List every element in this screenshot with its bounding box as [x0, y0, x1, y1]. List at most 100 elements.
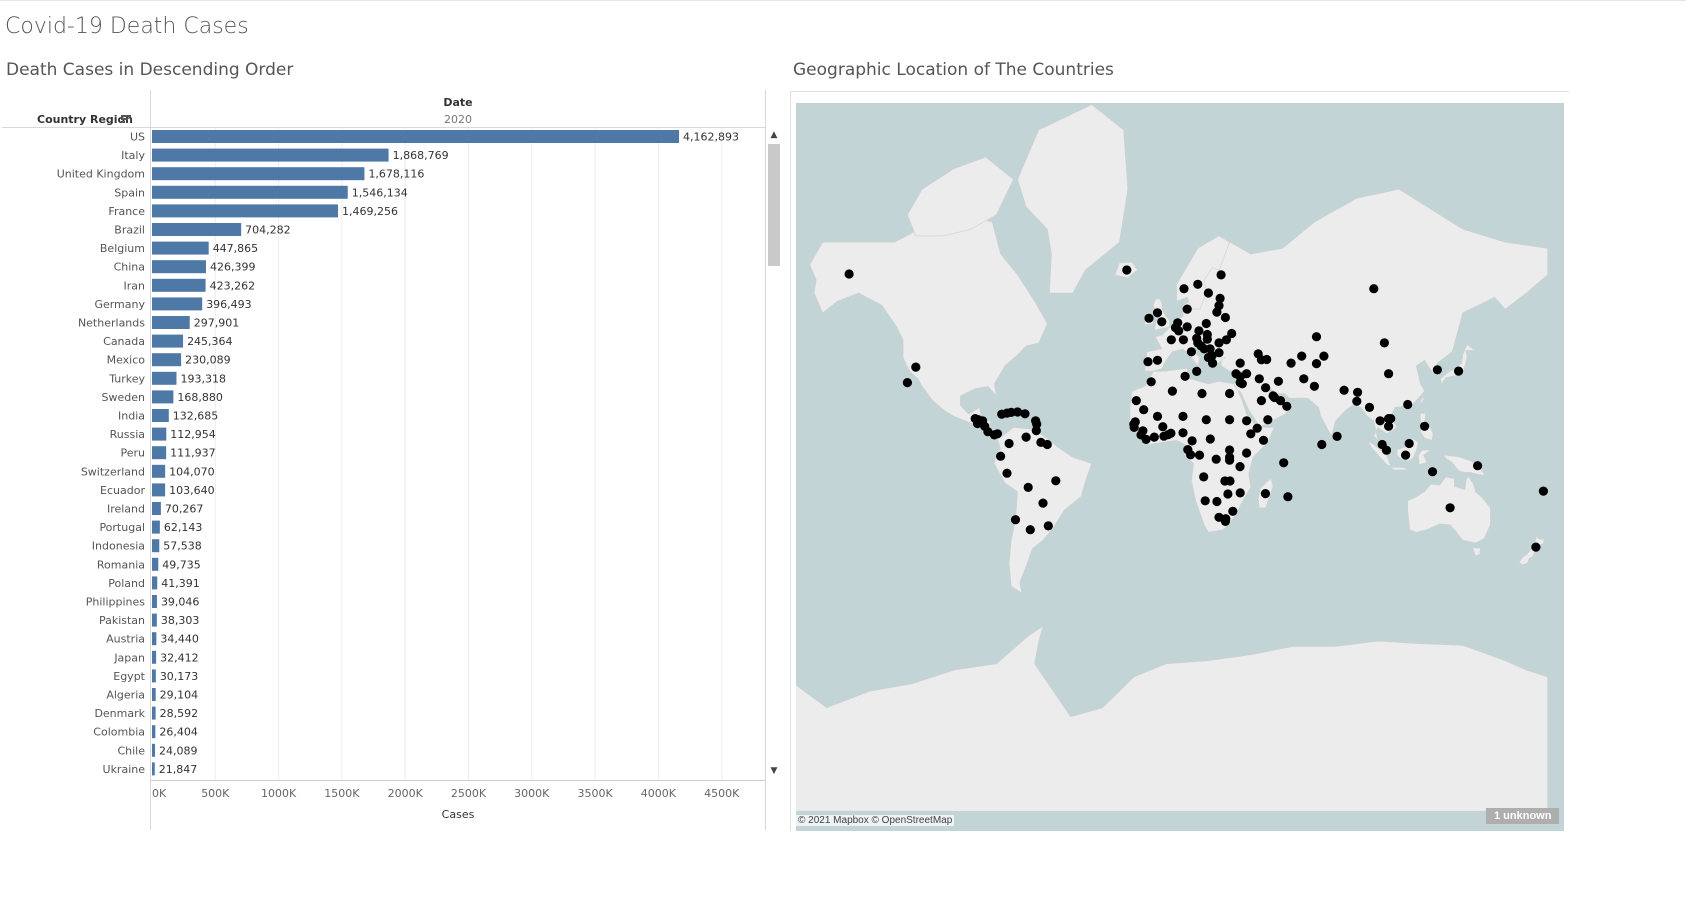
country-marker[interactable] [1166, 335, 1176, 345]
category-label[interactable]: Ireland [107, 503, 145, 516]
country-marker[interactable] [992, 429, 1003, 439]
country-marker[interactable] [1173, 318, 1183, 328]
country-marker[interactable] [1038, 498, 1048, 508]
country-marker[interactable] [1031, 426, 1041, 436]
bar[interactable] [152, 334, 184, 348]
country-marker[interactable] [1254, 374, 1264, 384]
country-marker[interactable] [1283, 492, 1293, 502]
country-marker[interactable] [1211, 454, 1221, 464]
country-marker[interactable] [1208, 358, 1218, 368]
country-marker[interactable] [1212, 307, 1222, 317]
country-marker[interactable] [1192, 366, 1202, 376]
country-marker[interactable] [1205, 344, 1215, 354]
bar[interactable] [152, 409, 169, 422]
country-marker[interactable] [1227, 328, 1237, 339]
category-label[interactable]: Romania [97, 558, 145, 571]
category-label[interactable]: Egypt [113, 670, 145, 683]
country-marker[interactable] [1223, 489, 1233, 499]
bar[interactable] [152, 688, 156, 701]
country-marker[interactable] [1042, 439, 1052, 450]
country-marker[interactable] [1242, 369, 1252, 379]
bar[interactable] [152, 371, 177, 385]
category-label[interactable]: Denmark [94, 707, 145, 720]
country-marker[interactable] [1178, 411, 1188, 421]
country-marker[interactable] [1311, 332, 1322, 342]
map-attribution[interactable]: © 2021 Mapbox © OpenStreetMap [796, 815, 955, 826]
country-marker[interactable] [1004, 438, 1014, 449]
country-marker[interactable] [1216, 270, 1226, 280]
country-marker[interactable] [996, 451, 1006, 461]
country-marker[interactable] [1214, 338, 1224, 348]
country-marker[interactable] [1152, 411, 1163, 421]
category-label[interactable]: Iran [124, 279, 146, 292]
country-marker[interactable] [1182, 322, 1192, 332]
category-label[interactable]: France [108, 205, 145, 218]
country-marker[interactable] [1420, 421, 1430, 431]
country-marker[interactable] [1369, 284, 1379, 294]
country-marker[interactable] [1237, 379, 1247, 389]
country-marker[interactable] [1032, 419, 1042, 429]
country-marker[interactable] [1149, 432, 1159, 442]
category-label[interactable]: Austria [106, 633, 145, 646]
bar[interactable] [152, 241, 209, 255]
country-marker[interactable] [1002, 468, 1012, 478]
category-label[interactable]: Turkey [108, 372, 145, 385]
bar[interactable] [152, 706, 156, 720]
unknown-indicator[interactable]: 1 unknown [1486, 808, 1560, 824]
country-marker[interactable] [1473, 461, 1483, 471]
sort-descending-icon[interactable] [121, 115, 131, 124]
country-marker[interactable] [1025, 525, 1035, 535]
country-marker[interactable] [1010, 515, 1021, 525]
country-marker[interactable] [1235, 358, 1245, 368]
country-marker[interactable] [1158, 422, 1168, 432]
country-marker[interactable] [1253, 349, 1263, 359]
country-marker[interactable] [1538, 486, 1548, 496]
bar[interactable] [152, 390, 174, 404]
country-marker[interactable] [1143, 357, 1153, 367]
country-marker[interactable] [1122, 265, 1132, 275]
column-header-year[interactable]: 2020 [444, 113, 472, 126]
country-marker[interactable] [1299, 374, 1309, 384]
country-marker[interactable] [1252, 423, 1262, 433]
category-label[interactable]: Japan [113, 651, 145, 664]
vertical-scrollbar[interactable]: ▲ ▼ [766, 128, 782, 778]
country-marker[interactable] [1144, 313, 1154, 323]
country-marker[interactable] [1381, 445, 1392, 455]
country-marker[interactable] [1286, 358, 1296, 368]
country-marker[interactable] [1386, 414, 1396, 424]
country-marker[interactable] [1364, 402, 1375, 412]
category-label[interactable]: Belgium [100, 242, 145, 255]
country-marker[interactable] [1279, 458, 1289, 468]
country-marker[interactable] [1353, 387, 1363, 397]
bar[interactable] [152, 278, 206, 292]
country-marker[interactable] [1242, 416, 1252, 426]
country-marker[interactable] [1051, 476, 1061, 486]
country-marker[interactable] [1384, 421, 1394, 431]
country-marker[interactable] [1152, 355, 1163, 365]
country-marker[interactable] [1220, 476, 1230, 486]
bar[interactable] [152, 130, 680, 143]
country-marker[interactable] [1225, 455, 1235, 465]
country-marker[interactable] [1401, 450, 1411, 460]
category-label[interactable]: Canada [103, 335, 145, 348]
country-marker[interactable] [1023, 482, 1033, 492]
category-label[interactable]: Sweden [102, 391, 145, 404]
country-marker[interactable] [1273, 376, 1283, 386]
bar[interactable] [152, 260, 206, 274]
country-marker[interactable] [973, 415, 983, 425]
country-marker[interactable] [911, 362, 921, 372]
country-marker[interactable] [1141, 434, 1151, 444]
country-marker[interactable] [1178, 428, 1188, 438]
country-marker[interactable] [1178, 335, 1188, 345]
country-marker[interactable] [1187, 436, 1197, 446]
country-marker[interactable] [1205, 434, 1215, 444]
country-marker[interactable] [1174, 326, 1184, 336]
country-marker[interactable] [1242, 448, 1252, 458]
country-marker[interactable] [1157, 317, 1167, 327]
country-marker[interactable] [844, 269, 854, 279]
bar[interactable] [152, 743, 156, 757]
row-header-country-region[interactable]: Country Region [37, 113, 133, 126]
country-marker[interactable] [1235, 462, 1245, 472]
category-label[interactable]: Switzerland [81, 465, 145, 478]
bar[interactable] [152, 353, 182, 367]
